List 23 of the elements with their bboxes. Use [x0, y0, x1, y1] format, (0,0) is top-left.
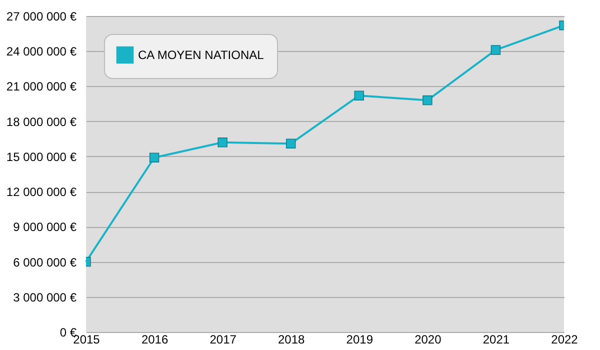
point	[354, 90, 364, 100]
point	[286, 138, 296, 148]
y-tick-label: 21 000 000 €	[6, 80, 77, 94]
x-tick-label: 2021	[482, 332, 510, 346]
point	[218, 138, 228, 148]
x-tick-label: 2016	[141, 332, 168, 346]
y-tick-label: 15 000 000 €	[6, 150, 77, 164]
legend-label: CA MOYEN NATIONAL	[138, 48, 264, 62]
point	[422, 95, 432, 106]
x-tick-label: 2017	[210, 332, 237, 346]
y-tick-label: 6 000 000 €	[13, 255, 77, 270]
x-tick-label: 2022	[551, 332, 578, 346]
y-tick-label: 18 000 000 €	[6, 114, 77, 129]
y-tick-label: 24 000 000 €	[6, 44, 77, 59]
x-tick-label: 2020	[414, 332, 442, 346]
y-tick-label: 27 000 000 €	[6, 10, 77, 24]
point	[490, 45, 501, 55]
y-tick-label: 3 000 000 €	[13, 290, 77, 304]
x-tick-label: 2019	[346, 332, 374, 346]
y-tick-label: 12 000 000 €	[6, 185, 77, 200]
x-tick-label: 2018	[278, 332, 306, 346]
y-tick-label: 9 000 000 €	[13, 220, 77, 234]
point	[149, 152, 160, 162]
